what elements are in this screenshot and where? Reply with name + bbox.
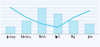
Bar [85,24,94,34]
Bar [69,21,78,34]
Bar [38,8,46,34]
Bar [6,27,15,34]
Bar [22,21,31,34]
Bar [54,14,62,34]
